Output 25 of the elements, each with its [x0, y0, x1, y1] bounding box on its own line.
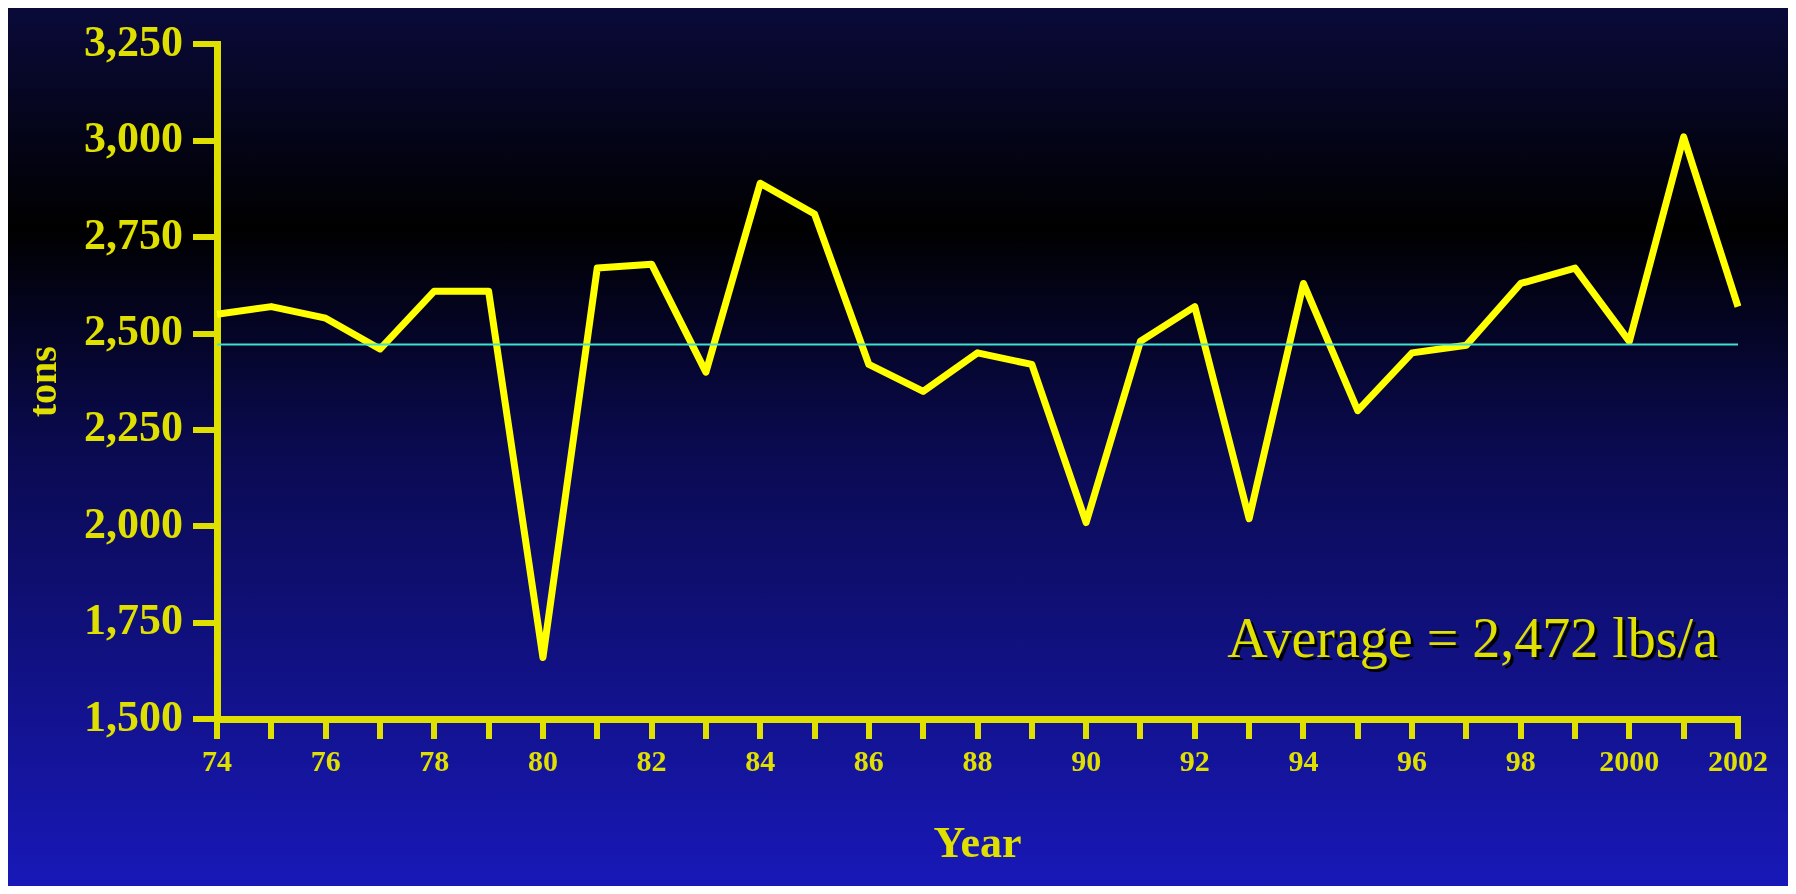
x-tick-label: 92 — [1179, 743, 1210, 777]
x-tick-label: 90 — [1071, 743, 1102, 777]
x-tick-label: 86 — [853, 743, 884, 777]
x-tick-label: 98 — [1505, 743, 1536, 777]
x-tick-label: 88 — [962, 743, 993, 777]
x-tick-label: 80 — [527, 743, 558, 777]
x-tick-label: 82 — [636, 743, 667, 777]
x-tick-label: 76 — [310, 743, 341, 777]
x-tick-label: 84 — [745, 743, 776, 777]
x-tick-label: 96 — [1397, 743, 1428, 777]
y-tick-label: 2,250 — [84, 402, 183, 452]
x-tick-label: 94 — [1288, 743, 1319, 777]
x-tick-label: 2000 — [1599, 743, 1660, 777]
y-tick-label: 2,500 — [84, 305, 183, 355]
y-tick-label: 2,750 — [84, 209, 183, 259]
y-tick-label: 3,250 — [84, 16, 183, 66]
y-tick-label: 1,500 — [84, 691, 183, 741]
x-tick-label: 2002 — [1708, 743, 1768, 777]
x-tick-label: 74 — [202, 743, 232, 777]
y-tick-label: 1,750 — [84, 595, 183, 645]
x-tick-label: 78 — [419, 743, 450, 777]
x-axis-title: Year — [933, 817, 1022, 867]
y-axis-title: tons — [20, 346, 66, 418]
y-tick-label: 2,000 — [84, 498, 183, 548]
y-tick-label: 3,000 — [84, 113, 183, 163]
